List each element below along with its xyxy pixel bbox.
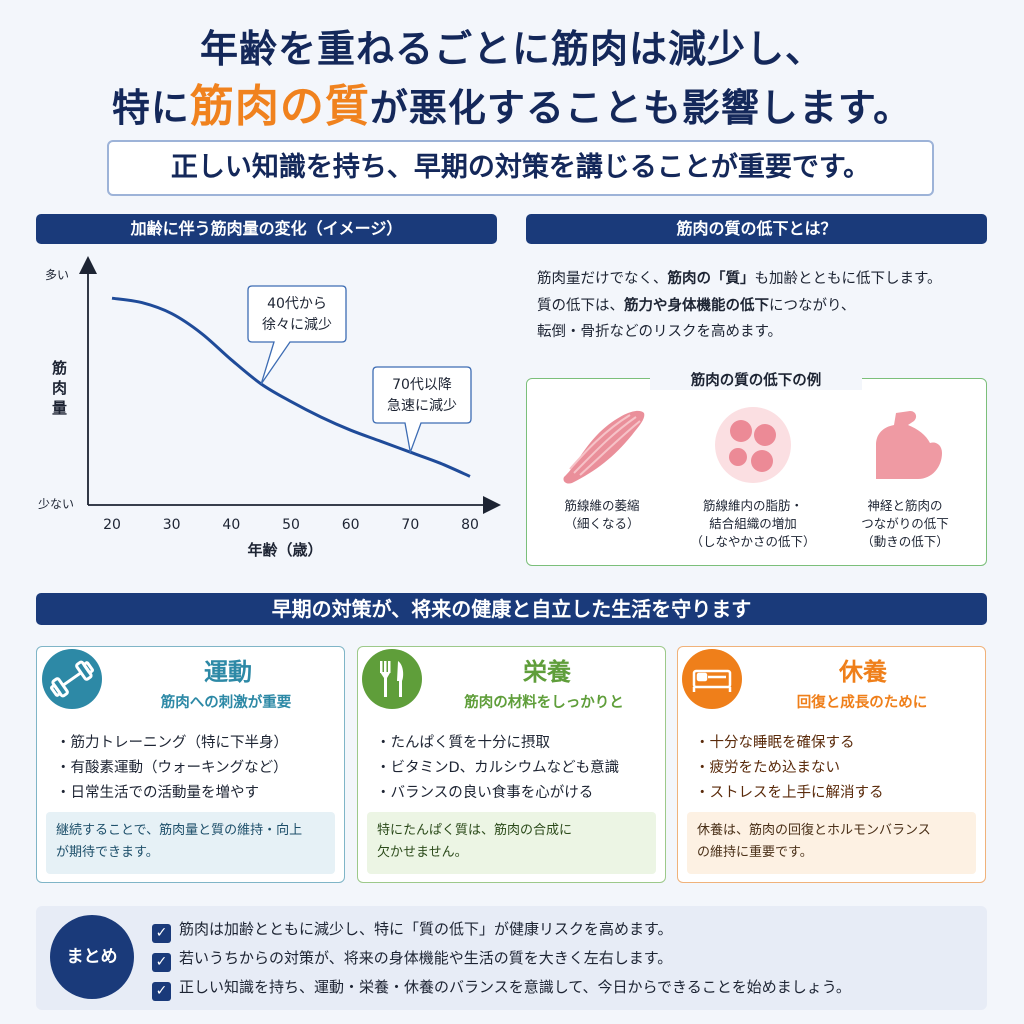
headline-line-1: 年齢を重ねるごとに筋肉は減少し、 <box>199 27 824 71</box>
summary-item-2: ✓ 若いうちからの対策が、将来の身体機能や生活の質を大きく左右します。 <box>152 947 672 972</box>
exercise-note-line-1: 継続することで、筋肉量と質の維持・向上 <box>56 823 303 838</box>
nutrition-note-line-1: 特にたんぱく質は、筋肉の合成に <box>377 823 573 838</box>
summary-box <box>36 906 987 1010</box>
headline-line-2-pre: 特に <box>111 86 190 130</box>
y-axis-title-2: 肉 <box>52 379 67 397</box>
summary-item-3-text: 正しい知識を持ち、運動・栄養・休養のバランスを意識して、今日からできることを始め… <box>179 978 851 996</box>
callout-text: 70代以降 <box>392 377 452 393</box>
exercise-note-line-2: が期待できます。 <box>56 845 159 860</box>
callout-text: 急速に減少 <box>387 397 457 414</box>
example-3-line-3: （動きの低下） <box>861 534 949 549</box>
y-axis-title-3: 量 <box>52 399 67 417</box>
nutrition-note-line-2: 欠かせません。 <box>377 845 468 860</box>
muscle-fiber-icon <box>558 405 648 485</box>
rest-note: 休養は、筋肉の回復とホルモンバランス の維持に重要です。 <box>687 812 976 874</box>
example-3-line-2: つながりの低下 <box>861 516 949 531</box>
list-item: ・ストレスを上手に解消する <box>695 785 884 801</box>
list-item: ・有酸素運動（ウォーキングなど） <box>56 760 288 776</box>
x-tick-label: 40 <box>222 517 240 533</box>
list-item: ・疲労をため込まない <box>695 760 840 776</box>
chart-section-header: 加齢に伴う筋肉量の変化（イメージ） <box>36 214 497 244</box>
quality-line-1: 筋肉量だけでなく、筋肉の「質」も加齢とともに低下します。 <box>537 267 942 288</box>
x-tick-label: 50 <box>282 517 300 533</box>
callout-text: 40代から <box>267 296 327 312</box>
x-axis-title: 年齢（歳） <box>247 541 322 559</box>
list-item: ・日常生活での活動量を増やす <box>56 785 259 801</box>
x-tick-label: 30 <box>163 517 181 533</box>
exercise-bullets: ・筋力トレーニング（特に下半身） ・有酸素運動（ウォーキングなど） ・日常生活で… <box>56 731 288 806</box>
exercise-subtitle: 筋肉への刺激が重要 <box>160 695 292 711</box>
examples-title: 筋肉の質の低下の例 <box>650 369 862 390</box>
x-tick-label: 20 <box>103 517 121 533</box>
subtitle-box: 正しい知識を持ち、早期の対策を講じることが重要です。 <box>107 140 934 196</box>
muscle-mass-chart: 多い 少ない 筋 肉 量 年齢（歳） 20 30 40 50 60 70 80 40代から徐… <box>30 255 501 565</box>
headline-line-2-post: が悪化することも影響します。 <box>369 86 913 130</box>
exercise-title: 運動 <box>204 658 252 686</box>
check-icon: ✓ <box>152 982 171 1001</box>
nutrition-bullets: ・たんぱく質を十分に摂取 ・ビタミンD、カルシウムなども意識 ・バランスの良い食… <box>376 731 619 806</box>
quality-line-1-a: 筋肉量だけでなく、 <box>537 271 668 287</box>
summary-item-2-text: 若いうちからの対策が、将来の身体機能や生活の質を大きく左右します。 <box>179 949 673 967</box>
nutrition-note: 特にたんぱく質は、筋肉の合成に 欠かせません。 <box>367 812 656 874</box>
check-icon: ✓ <box>152 924 171 943</box>
check-icon: ✓ <box>152 953 171 972</box>
rest-title: 休養 <box>839 658 887 686</box>
quality-section-header: 筋肉の質の低下とは？ <box>526 214 987 244</box>
example-2-line-2: 結合組織の増加 <box>709 516 797 531</box>
fat-cells-icon <box>708 405 798 485</box>
rest-subtitle: 回復と成長のために <box>796 695 928 711</box>
x-tick-label: 60 <box>342 517 360 533</box>
y-top-label: 多い <box>45 268 69 282</box>
nutrition-subtitle: 筋肉の材料をしっかりと <box>464 695 624 711</box>
quality-line-2: 質の低下は、筋力や身体機能の低下につながり、 <box>537 294 855 315</box>
example-2-line-1: 筋線維内の脂肪・ <box>702 498 803 513</box>
fork-knife-icon <box>362 649 422 709</box>
y-bottom-label: 少ない <box>38 497 74 511</box>
chart-svg: 多い 少ない 筋 肉 量 年齢（歳） 20 30 40 50 60 70 80 40代から徐… <box>38 256 501 559</box>
bed-icon <box>682 649 742 709</box>
countermeasures-banner: 早期の対策が、将来の健康と自立した生活を守ります <box>36 593 987 625</box>
rest-note-line-1: 休養は、筋肉の回復とホルモンバランス <box>697 823 931 838</box>
summary-item-3: ✓ 正しい知識を持ち、運動・栄養・休養のバランスを意識して、今日からできることを始… <box>152 976 851 1001</box>
list-item: ・たんぱく質を十分に摂取 <box>376 735 550 751</box>
headline-line-2: 特に筋肉の質が悪化することも影響します。 <box>0 70 1024 134</box>
x-tick-label: 70 <box>401 517 419 533</box>
x-tick-label: 80 <box>461 517 479 533</box>
example-item-1: 筋線維の萎縮 （細くなる） <box>527 497 677 533</box>
arm-muscle-icon <box>862 405 952 485</box>
example-1-line-2: （細くなる） <box>564 516 640 531</box>
quality-line-2-c: につながり、 <box>769 298 856 314</box>
list-item: ・十分な睡眠を確保する <box>695 735 855 751</box>
dumbbell-icon <box>42 649 102 709</box>
example-item-3: 神経と筋肉の つながりの低下 （動きの低下） <box>830 497 980 551</box>
y-axis-title-1: 筋 <box>51 359 67 377</box>
quality-line-1-b: 筋肉の「質」 <box>667 271 755 287</box>
exercise-note: 継続することで、筋肉量と質の維持・向上 が期待できます。 <box>46 812 335 874</box>
list-item: ・バランスの良い食事を心がける <box>376 785 594 801</box>
example-3-line-1: 神経と筋肉の <box>867 498 943 513</box>
quality-line-2-b: 筋力や身体機能の低下 <box>624 298 769 314</box>
rest-bullets: ・十分な睡眠を確保する ・疲労をため込まない ・ストレスを上手に解消する <box>695 731 884 806</box>
list-item: ・ビタミンD、カルシウムなども意識 <box>376 760 620 776</box>
quality-line-1-c: も加齢とともに低下します。 <box>754 271 942 287</box>
quality-line-2-a: 質の低下は、 <box>537 298 624 314</box>
nutrition-title: 栄養 <box>523 658 571 686</box>
list-item: ・筋力トレーニング（特に下半身） <box>56 735 288 751</box>
example-1-line-1: 筋線維の萎縮 <box>564 498 640 513</box>
example-2-line-3: （しなやかさの低下） <box>690 534 816 549</box>
rest-note-line-2: の維持に重要です。 <box>697 845 813 860</box>
summary-item-1-text: 筋肉は加齢とともに減少し、特に「質の低下」が健康リスクを高めます。 <box>179 920 673 938</box>
summary-label: まとめ <box>50 915 134 999</box>
summary-item-1: ✓ 筋肉は加齢とともに減少し、特に「質の低下」が健康リスクを高めます。 <box>152 918 673 943</box>
example-item-2: 筋線維内の脂肪・ 結合組織の増加 （しなやかさの低下） <box>678 497 828 551</box>
x-ticks: 20 30 40 50 60 70 80 <box>103 517 479 533</box>
headline-accent: 筋肉の質 <box>189 81 370 132</box>
quality-line-3: 転倒・骨折などのリスクを高めます。 <box>537 324 783 340</box>
callout-text: 徐々に減少 <box>262 316 332 333</box>
